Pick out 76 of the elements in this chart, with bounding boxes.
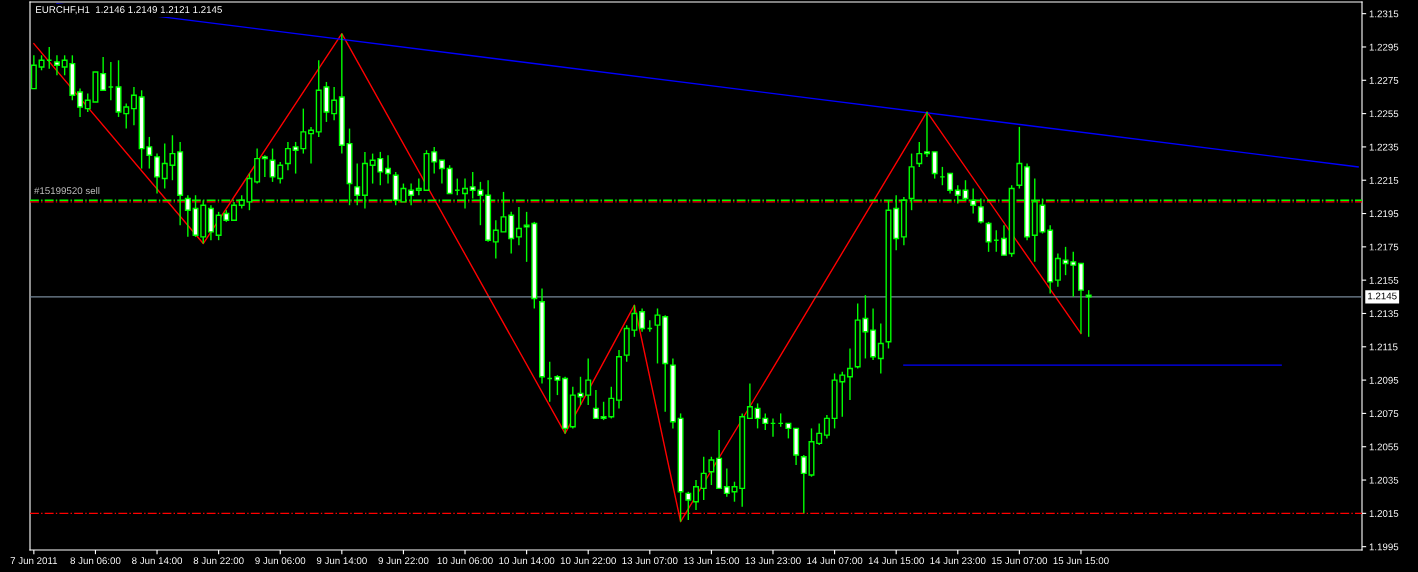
x-tick-label: 10 Jun 22:00 (560, 557, 616, 565)
x-tick-label: 9 Jun 06:00 (255, 557, 306, 565)
candlestick (207, 204, 214, 241)
y-tick-label: 1.2215 (1369, 176, 1399, 184)
candlestick (1016, 126, 1023, 190)
candlestick (254, 147, 261, 185)
y-tick-label: 1.1995 (1369, 543, 1399, 551)
candlestick (1000, 224, 1007, 256)
candlestick (154, 152, 161, 195)
candlestick (284, 141, 291, 171)
candlestick (823, 414, 830, 440)
x-tick-label: 8 Jun 14:00 (132, 557, 183, 565)
candlestick (846, 347, 853, 401)
candlestick (923, 111, 930, 158)
candlestick (1085, 289, 1092, 338)
y-tick-label: 1.2015 (1369, 510, 1399, 517)
candlestick (30, 54, 37, 90)
y-tick-label: 1.2195 (1369, 210, 1399, 218)
candlestick (816, 422, 823, 446)
candlestick (639, 307, 646, 333)
x-tick-label: 14 Jun 23:00 (930, 557, 986, 565)
candlestick (685, 491, 692, 521)
ref-line-label: 1.2145 (1368, 292, 1397, 300)
candlestick (1054, 252, 1061, 288)
chart-title: EURCHF,H1 1.2146 1.2149 1.2121 1.2145 (36, 6, 222, 15)
ref-line-label: #15199520 sell (34, 186, 100, 195)
x-tick-label: 15 Jun 07:00 (992, 557, 1048, 565)
candlestick (985, 221, 992, 253)
y-tick-label: 1.2315 (1369, 10, 1399, 18)
candlestick (385, 154, 392, 185)
y-tick-label: 1.2295 (1369, 43, 1399, 51)
candlestick (308, 126, 315, 165)
x-tick-label: 9 Jun 14:00 (316, 557, 367, 565)
candlestick (515, 206, 522, 246)
x-tick-label: 10 Jun 14:00 (499, 557, 555, 565)
y-tick-label: 1.2255 (1369, 110, 1399, 118)
x-tick-label: 13 Jun 07:00 (622, 557, 678, 565)
x-tick-label: 10 Jun 06:00 (437, 557, 493, 565)
candlestick (415, 177, 422, 196)
candlestick (130, 86, 137, 126)
x-tick-label: 13 Jun 15:00 (684, 557, 740, 565)
y-tick-label: 1.2235 (1369, 143, 1399, 151)
y-tick-label: 1.2035 (1369, 476, 1399, 484)
y-tick-label: 1.2095 (1369, 376, 1399, 384)
candlestick (492, 219, 499, 260)
candlestick (877, 322, 884, 375)
candlestick (331, 86, 338, 121)
candlestick (592, 389, 599, 420)
candlestick (692, 479, 700, 511)
candlestick (931, 151, 938, 180)
candlestick (261, 154, 268, 178)
y-tick-label: 1.2275 (1369, 77, 1399, 84)
x-tick-label: 8 Jun 06:00 (70, 557, 121, 565)
candlestick (947, 172, 954, 195)
candlestick (700, 456, 707, 501)
candlestick (554, 374, 561, 396)
y-tick-label: 1.2135 (1369, 310, 1399, 318)
y-tick-label: 1.2155 (1369, 276, 1399, 284)
candlestick (53, 54, 60, 76)
x-tick-label: 9 Jun 22:00 (378, 557, 429, 565)
x-tick-label: 7 Jun 2011 (10, 557, 58, 565)
candlestick (708, 456, 715, 486)
x-tick-label: 14 Jun 15:00 (868, 557, 924, 565)
x-tick-label: 13 Jun 23:00 (745, 557, 801, 565)
y-tick-label: 1.2055 (1369, 443, 1399, 451)
candlestick (77, 87, 84, 118)
candlestick (100, 56, 107, 91)
candlestick (438, 159, 445, 185)
candlestick (916, 141, 923, 168)
x-tick-label: 8 Jun 22:00 (193, 557, 244, 565)
y-tick-label: 1.2175 (1369, 243, 1399, 251)
y-tick-label: 1.2075 (1369, 410, 1399, 418)
candlestick (746, 382, 753, 420)
x-tick-label: 14 Jun 07:00 (807, 557, 863, 565)
x-tick-label: 15 Jun 15:00 (1053, 557, 1109, 565)
y-tick-label: 1.2115 (1369, 343, 1398, 351)
